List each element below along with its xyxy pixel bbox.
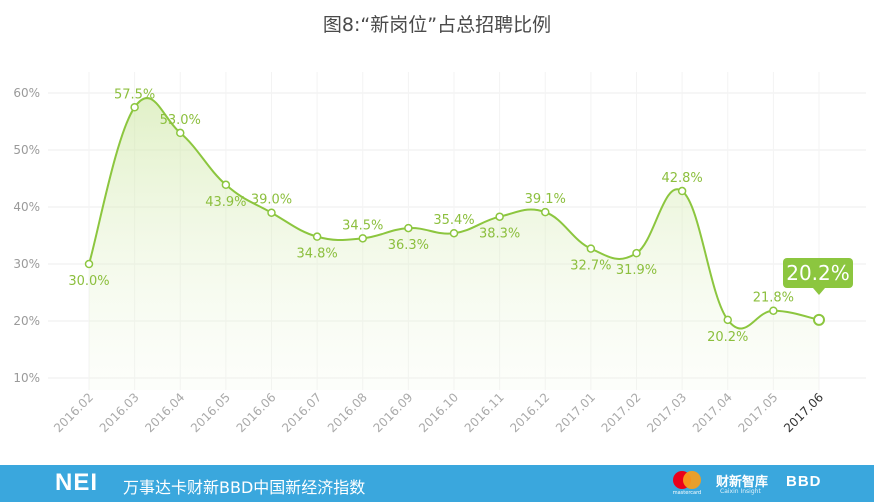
data-label: 35.4%	[433, 213, 474, 228]
footer-tagline: 万事达卡财新BBD中国新经济指数	[123, 478, 366, 497]
y-tick-label: 60%	[13, 86, 40, 100]
x-tick-label: 2016.11	[462, 390, 507, 435]
callout-pointer	[813, 288, 825, 295]
caixin-subtitle: Caixin Insight	[720, 488, 761, 495]
y-tick-label: 30%	[13, 257, 40, 271]
data-label: 57.5%	[114, 87, 155, 102]
y-tick-label: 20%	[13, 314, 40, 328]
line-area-chart: 10%20%30%40%50%60% 30.0%57.5%53.0%43.9% 3…	[13, 72, 866, 435]
data-label: 36.3%	[388, 238, 429, 253]
data-label: 43.9%	[205, 195, 246, 210]
data-point	[541, 207, 550, 217]
footer-bar: NEI 万事达卡财新BBD中国新经济指数 mastercard 财新智库 Cai…	[0, 465, 874, 502]
x-tick-label: 2017.06	[781, 390, 826, 435]
data-label: 32.7%	[570, 259, 611, 274]
highlight-callout: 20.2%	[783, 258, 853, 295]
x-tick-label: 2016.05	[188, 390, 233, 435]
data-point	[813, 313, 825, 326]
mastercard-wordmark: mastercard	[672, 490, 702, 496]
data-label: 31.9%	[616, 263, 657, 278]
data-label: 34.5%	[342, 218, 383, 233]
x-tick-label: 2017.04	[690, 390, 735, 435]
data-label: 39.0%	[251, 193, 292, 208]
nei-logo: NEI	[55, 469, 99, 496]
data-point	[404, 223, 413, 233]
data-point	[130, 103, 139, 112]
data-point	[221, 180, 231, 190]
y-tick-label: 10%	[13, 371, 40, 385]
data-label: 42.8%	[661, 171, 702, 186]
x-tick-label: 2016.10	[416, 390, 461, 435]
data-point	[176, 128, 185, 138]
chart-title: 图8:“新岗位”占总招聘比例	[322, 14, 552, 36]
x-tick-label: 2016.02	[51, 390, 96, 435]
data-point	[632, 248, 641, 258]
x-tick-label: 2016.06	[234, 390, 279, 435]
y-axis: 10% 20% 30% 40% 50% 60%	[13, 86, 40, 385]
caixin-logo: 财新智库	[716, 475, 769, 490]
data-point	[312, 232, 322, 241]
x-tick-label: 2016.07	[279, 390, 324, 435]
data-label: 20.2%	[707, 330, 748, 345]
data-point	[586, 244, 596, 253]
area-fill	[89, 98, 819, 391]
x-tick-label: 2016.12	[507, 390, 552, 435]
data-label: 30.0%	[68, 274, 109, 289]
x-tick-label: 2016.04	[142, 390, 187, 435]
x-tick-label: 2016.08	[325, 390, 370, 435]
data-point	[769, 306, 778, 315]
y-tick-label: 40%	[13, 200, 40, 214]
data-point	[358, 234, 367, 243]
data-label: 34.8%	[296, 247, 337, 262]
data-point	[495, 212, 504, 221]
bbd-logo: BBD	[786, 473, 822, 490]
data-point	[267, 208, 276, 217]
mastercard-logo-icon: mastercard	[670, 469, 704, 497]
data-label: 21.8%	[753, 291, 794, 306]
x-axis: 2016.02 2016.03 2016.04 2016.05 2016.06 2016.…	[51, 390, 826, 435]
x-tick-label: 2016.03	[97, 390, 142, 435]
callout-label: 20.2%	[786, 261, 850, 285]
callout-box	[783, 258, 853, 288]
data-label: 53.0%	[160, 113, 201, 128]
x-tick-label: 2017.01	[553, 390, 598, 435]
data-point	[677, 186, 687, 196]
y-tick-label: 50%	[13, 143, 40, 157]
data-label: 39.1%	[525, 192, 566, 207]
data-point	[84, 259, 94, 269]
data-point	[723, 315, 732, 325]
x-tick-label: 2016.09	[371, 390, 416, 435]
data-point	[449, 228, 459, 238]
x-tick-label: 2017.02	[599, 390, 644, 435]
x-tick-label: 2017.03	[644, 390, 689, 435]
x-tick-label: 2017.05	[736, 390, 781, 435]
data-labels: 30.0% 57.5% 53.0% 43.9% 39.0% 34.8% 34.5% 36.3%…	[68, 87, 794, 345]
data-points	[84, 103, 825, 326]
data-label: 38.3%	[479, 227, 520, 242]
